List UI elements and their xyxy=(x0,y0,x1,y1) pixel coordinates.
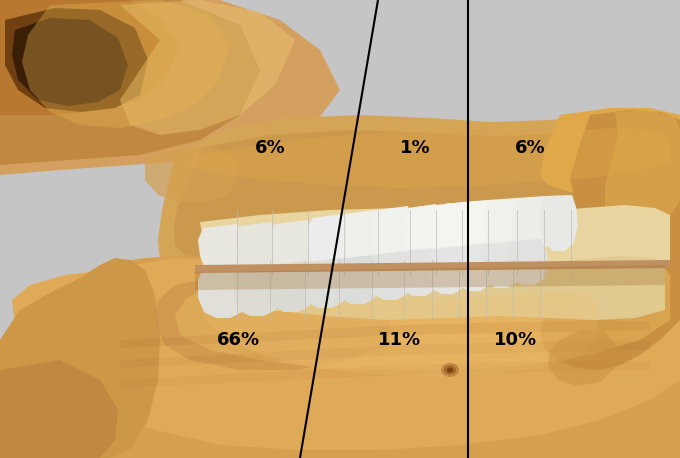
Polygon shape xyxy=(195,260,670,273)
Text: 10%: 10% xyxy=(494,331,537,349)
Ellipse shape xyxy=(461,201,489,253)
Polygon shape xyxy=(12,256,680,450)
Polygon shape xyxy=(22,0,230,128)
Polygon shape xyxy=(198,224,248,278)
Polygon shape xyxy=(303,258,347,308)
Ellipse shape xyxy=(515,240,539,273)
Ellipse shape xyxy=(240,226,276,272)
Polygon shape xyxy=(174,128,670,258)
Ellipse shape xyxy=(462,246,486,280)
Ellipse shape xyxy=(488,200,516,252)
Polygon shape xyxy=(404,204,442,262)
Polygon shape xyxy=(0,258,160,458)
Polygon shape xyxy=(509,239,548,285)
Ellipse shape xyxy=(407,206,437,258)
Polygon shape xyxy=(269,261,314,312)
Ellipse shape xyxy=(444,365,456,375)
Polygon shape xyxy=(236,222,282,276)
Ellipse shape xyxy=(311,218,345,266)
Ellipse shape xyxy=(488,243,512,277)
Polygon shape xyxy=(0,0,260,165)
Polygon shape xyxy=(270,220,316,274)
Ellipse shape xyxy=(342,258,370,294)
Polygon shape xyxy=(0,0,180,115)
Polygon shape xyxy=(234,264,280,316)
Ellipse shape xyxy=(274,224,310,270)
Polygon shape xyxy=(372,206,414,266)
Polygon shape xyxy=(540,108,680,195)
Polygon shape xyxy=(540,110,680,370)
Polygon shape xyxy=(145,148,238,202)
Polygon shape xyxy=(400,248,439,296)
Polygon shape xyxy=(155,278,390,370)
Polygon shape xyxy=(482,241,521,288)
Polygon shape xyxy=(120,340,650,368)
Ellipse shape xyxy=(435,249,459,283)
Polygon shape xyxy=(200,292,600,376)
Ellipse shape xyxy=(407,251,431,287)
Polygon shape xyxy=(540,195,578,251)
Polygon shape xyxy=(12,18,128,106)
Polygon shape xyxy=(458,200,494,258)
Text: 11%: 11% xyxy=(379,331,422,349)
Polygon shape xyxy=(200,205,670,275)
Polygon shape xyxy=(195,265,665,290)
Polygon shape xyxy=(0,0,340,175)
Polygon shape xyxy=(198,266,246,318)
Ellipse shape xyxy=(435,203,464,255)
Ellipse shape xyxy=(544,196,572,248)
Ellipse shape xyxy=(201,227,239,275)
Polygon shape xyxy=(455,243,494,291)
Polygon shape xyxy=(484,198,522,256)
Ellipse shape xyxy=(239,266,273,306)
Ellipse shape xyxy=(202,267,238,309)
Ellipse shape xyxy=(309,260,339,298)
Polygon shape xyxy=(5,8,148,112)
Polygon shape xyxy=(158,115,680,272)
Polygon shape xyxy=(512,196,551,254)
Polygon shape xyxy=(432,202,468,260)
Ellipse shape xyxy=(516,198,544,250)
Polygon shape xyxy=(336,255,379,304)
Text: 1%: 1% xyxy=(400,139,430,157)
Ellipse shape xyxy=(274,264,306,302)
Polygon shape xyxy=(369,251,411,300)
Text: 66%: 66% xyxy=(216,331,260,349)
Polygon shape xyxy=(308,214,350,268)
Polygon shape xyxy=(205,256,665,320)
Ellipse shape xyxy=(375,254,401,290)
Text: 6%: 6% xyxy=(515,139,545,157)
Ellipse shape xyxy=(375,208,409,260)
Ellipse shape xyxy=(441,363,459,377)
Polygon shape xyxy=(120,0,295,135)
Polygon shape xyxy=(340,210,382,264)
Polygon shape xyxy=(120,320,650,348)
Ellipse shape xyxy=(447,367,453,372)
Polygon shape xyxy=(120,360,650,388)
Polygon shape xyxy=(428,246,467,294)
Polygon shape xyxy=(0,255,680,458)
Polygon shape xyxy=(605,110,680,238)
Polygon shape xyxy=(175,260,670,370)
Text: 6%: 6% xyxy=(255,139,286,157)
Polygon shape xyxy=(190,128,670,188)
Polygon shape xyxy=(548,330,618,386)
Ellipse shape xyxy=(343,214,377,262)
Polygon shape xyxy=(0,360,118,458)
